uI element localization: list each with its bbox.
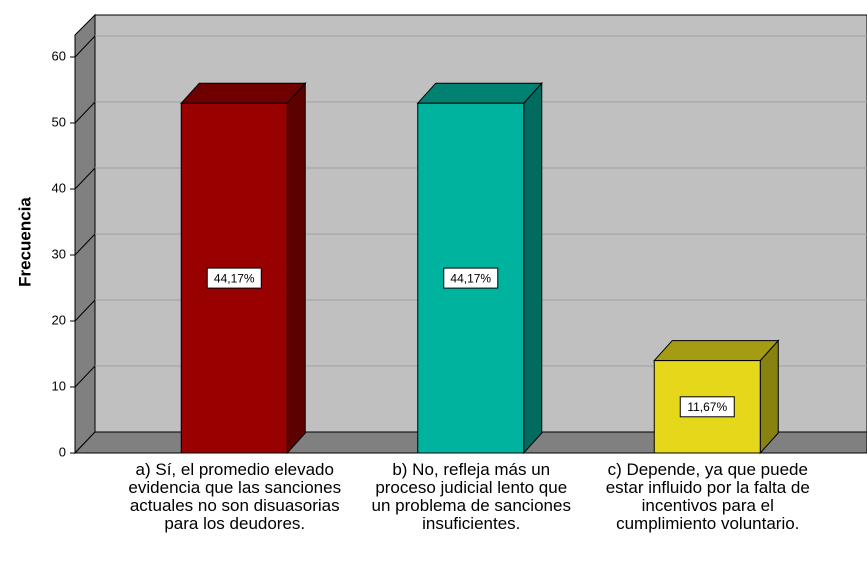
y-tick-label: 40 (52, 180, 66, 195)
y-tick-label: 10 (52, 378, 66, 393)
value-label: 11,67% (687, 400, 727, 414)
value-label-box (679, 396, 735, 418)
y-axis-label: Frecuencia (15, 197, 34, 287)
x-tick-label: c) Depende, ya que puede estar influido … (605, 460, 810, 533)
grid-line (74, 365, 96, 388)
grid-line (74, 299, 96, 322)
value-label-box (443, 267, 499, 289)
grid-line (74, 35, 96, 58)
y-tick-label: 30 (52, 246, 66, 261)
grid-line (74, 233, 96, 256)
y-tick-label: 50 (52, 114, 66, 129)
value-label-box (206, 267, 262, 289)
y-tick-label: 60 (52, 48, 66, 63)
bar-top (653, 340, 780, 362)
x-tick-label: b) No, refleja más un proceso judicial l… (371, 460, 571, 533)
grid-line (74, 101, 96, 124)
y-tick-label: 20 (52, 312, 66, 327)
bar-side (286, 81, 306, 455)
value-label: 44,17% (214, 271, 255, 285)
bar-top (180, 82, 307, 104)
value-label: 44,17% (450, 271, 491, 285)
y-tick-label: 0 (59, 444, 66, 459)
bar-top (416, 82, 543, 104)
left-wall (74, 13, 96, 455)
bar-side (523, 81, 543, 455)
x-tick-label: a) Sí, el promedio elevado evidencia que… (128, 460, 342, 533)
grid-line (74, 167, 96, 190)
